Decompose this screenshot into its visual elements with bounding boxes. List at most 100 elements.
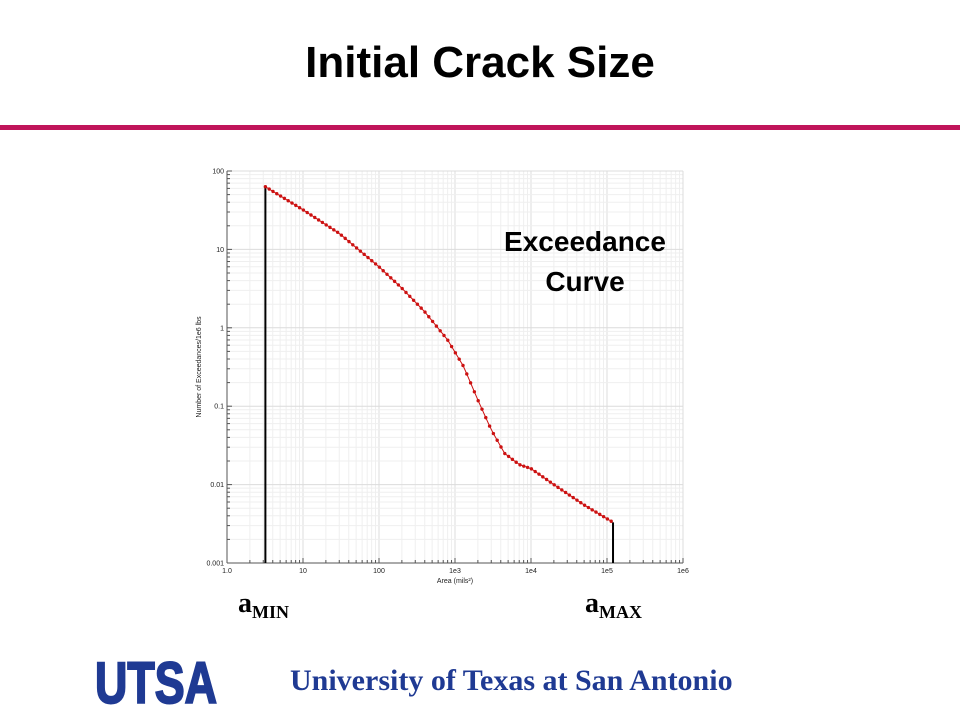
curve-point [563, 490, 568, 495]
a-max-label: aMAX [585, 588, 642, 623]
x-tick-label: 1e5 [601, 568, 613, 575]
curve-point [594, 510, 598, 514]
curve-point [609, 519, 613, 523]
curve-point [541, 475, 545, 479]
curve-point [339, 233, 344, 237]
curve-point [567, 493, 572, 497]
curve-point [320, 220, 325, 225]
annotation-line2: Curve [545, 266, 625, 297]
curve-point [404, 290, 408, 295]
curve-point [453, 351, 458, 355]
curve-point [301, 208, 306, 212]
curve-point [598, 512, 602, 517]
curve-point [491, 431, 496, 436]
curve-point [434, 324, 439, 328]
y-tick-label: 0.1 [214, 404, 224, 411]
utsa-logo: UTSA [95, 656, 218, 708]
curve-point [373, 262, 378, 266]
curve-point [582, 503, 587, 507]
curve-point [366, 255, 370, 260]
y-tick-label: 0.001 [206, 561, 224, 568]
curve-point [423, 310, 427, 314]
curve-point [465, 372, 469, 376]
curve-point [370, 259, 374, 263]
curve-point [601, 514, 606, 519]
title-divider [0, 125, 960, 130]
curve-point [560, 488, 564, 492]
curve-point [449, 344, 454, 349]
curve-point [522, 464, 526, 468]
curve-point [354, 246, 359, 250]
curve-point [499, 445, 503, 449]
curve-point [328, 225, 332, 230]
curve-point [351, 243, 355, 247]
curve-point [495, 438, 499, 442]
x-tick-label: 1e3 [449, 568, 461, 575]
a-max-sub: MAX [599, 602, 642, 622]
curve-point [442, 333, 446, 338]
curve-point [556, 485, 560, 490]
curve-point [290, 201, 294, 205]
curve-point [461, 363, 465, 368]
curve-point [332, 228, 336, 232]
curve-point [263, 185, 268, 189]
curve-point [392, 279, 397, 284]
y-tick-label: 10 [216, 247, 224, 254]
curve-point [438, 329, 442, 333]
y-tick-label: 0.01 [210, 482, 224, 489]
curve-point [544, 477, 549, 482]
curve-point [457, 357, 461, 361]
curve-point [484, 415, 488, 420]
y-axis-label: Number of Exceedances/1e6 lbs [196, 316, 203, 418]
x-axis-label: Area (mils²) [437, 578, 473, 585]
curve-point [267, 187, 271, 191]
curve-point [271, 189, 275, 194]
curve-point [476, 398, 480, 403]
curve-point [529, 467, 534, 471]
x-tick-label: 100 [373, 568, 385, 575]
curve-point [343, 236, 347, 241]
x-tick-label: 1e4 [525, 568, 537, 575]
curve-point [427, 315, 431, 319]
curve-point [297, 206, 302, 210]
curve-point [278, 194, 283, 198]
curve-point [358, 249, 363, 253]
utsa-logo-text: UTSA [95, 656, 217, 708]
curve-point [514, 460, 518, 464]
y-tick-label: 100 [212, 169, 224, 176]
a-min-sub: MIN [252, 602, 289, 622]
x-tick-label: 1.0 [222, 568, 232, 575]
x-tick-label: 10 [299, 568, 307, 575]
curve-point [446, 338, 450, 342]
a-min-label: aMIN [238, 588, 289, 623]
curve-point [411, 298, 416, 302]
curve-point [480, 407, 484, 411]
curve-point [389, 276, 393, 280]
x-tick-label: 1e6 [677, 568, 689, 575]
curve-point [518, 463, 522, 467]
curve-point [548, 480, 553, 484]
institution-name: University of Texas at San Antonio [290, 664, 733, 697]
curve-point [579, 501, 583, 505]
curve-point [362, 252, 366, 257]
curve-point [275, 192, 279, 196]
curve-point [472, 390, 477, 394]
curve-point [430, 319, 435, 324]
curve-point [419, 306, 423, 310]
curve-point [335, 230, 340, 235]
curve-point [309, 213, 313, 217]
curve-point [324, 223, 328, 227]
curve-point [400, 286, 404, 291]
curve-point [506, 454, 511, 459]
curve-point [347, 239, 351, 244]
curve-point [286, 199, 290, 203]
slide-title: Initial Crack Size [305, 38, 655, 87]
a-min-base: a [238, 588, 252, 619]
curve-point [377, 265, 382, 269]
a-max-base: a [585, 588, 599, 619]
annotation-label: Exceedance Curve [470, 222, 700, 302]
curve-point [468, 381, 473, 385]
curve-point [487, 424, 492, 428]
annotation-line1: Exceedance [504, 226, 666, 257]
